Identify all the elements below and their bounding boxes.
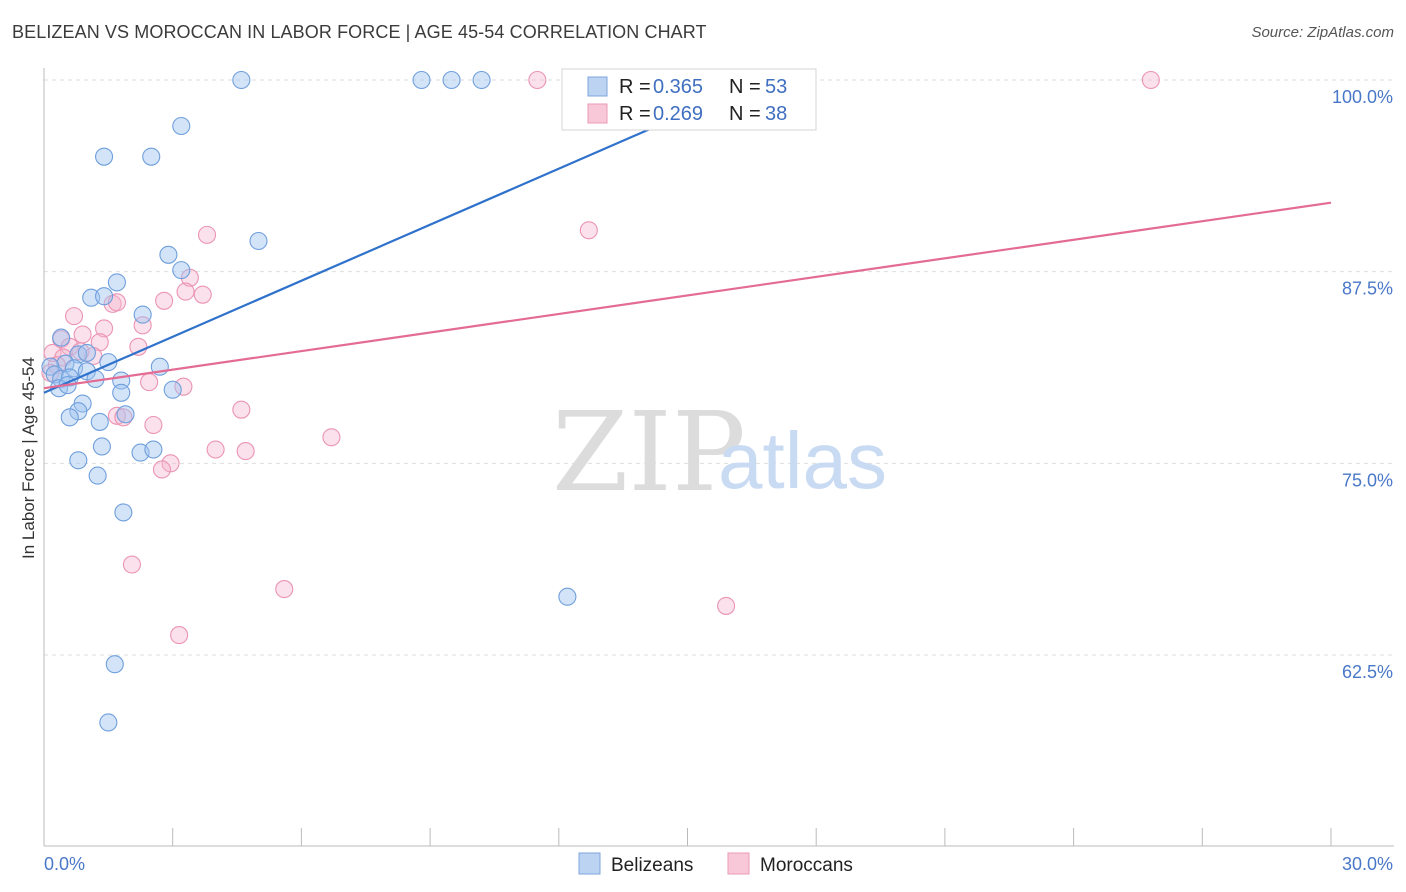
moroccan-point-31 <box>206 440 225 459</box>
belizean-point-0 <box>232 70 251 90</box>
moroccan-point-6 <box>193 285 212 304</box>
chart-title: BELIZEAN VS MOROCCAN IN LABOR FORCE | AG… <box>12 22 707 42</box>
moroccan-point-37 <box>717 596 736 615</box>
belizean-point-6 <box>142 147 161 166</box>
watermark-atlas: atlas <box>718 416 887 505</box>
bottom-legend-belizeans: Belizeans <box>611 855 693 876</box>
moroccan-point-29 <box>144 415 163 435</box>
belizean-point-39 <box>144 440 163 459</box>
moroccan-point-10 <box>64 307 84 326</box>
trend-line-belizeans <box>43 100 714 394</box>
moroccan-point-12 <box>95 319 114 338</box>
legend-box: R = 0.365 N = 53 R = 0.269 N = 38 <box>561 68 817 131</box>
belizean-point-13 <box>133 305 152 324</box>
moroccan-point-34 <box>152 460 172 479</box>
y-tick-label-0: 100.0% <box>1332 87 1393 107</box>
axes <box>43 68 1394 847</box>
belizean-point-45 <box>99 713 118 732</box>
series-moroccans <box>41 70 1160 645</box>
watermark-zip: ZIP <box>552 388 746 516</box>
x-tick-label-0: 0.0% <box>44 854 85 874</box>
belizean-point-35 <box>90 412 109 431</box>
belizean-point-4 <box>172 116 191 136</box>
belizean-point-9 <box>172 261 191 280</box>
source-label: Source: ZipAtlas.com <box>1251 24 1394 41</box>
bottom-legend-swatch-belizeans <box>578 852 601 875</box>
bottom-legend-moroccans: Moroccans <box>760 855 853 876</box>
belizean-point-44 <box>105 655 124 674</box>
belizean-point-42 <box>114 503 133 522</box>
moroccan-point-26 <box>232 400 251 419</box>
grid <box>44 79 1394 656</box>
x-tick-label-1: 30.0% <box>1342 854 1393 874</box>
y-tick-labels: 100.0% 87.5% 75.0% 62.5% <box>1332 87 1393 682</box>
moroccan-point-32 <box>236 442 255 461</box>
trend-line-moroccans <box>43 201 1332 390</box>
legend-n-label-belizeans: N = <box>729 76 761 98</box>
belizean-point-12 <box>95 287 114 306</box>
belizean-point-7 <box>249 231 268 251</box>
belizean-point-41 <box>88 466 107 485</box>
belizean-point-14 <box>52 328 71 347</box>
x-tick-labels: 0.0% 30.0% <box>44 854 1393 874</box>
moroccan-point-1 <box>1141 70 1160 90</box>
moroccan-point-24 <box>140 373 159 392</box>
moroccan-point-36 <box>275 580 294 599</box>
belizean-point-8 <box>159 245 178 264</box>
legend-r-label-belizeans: R = <box>619 76 651 98</box>
belizean-point-43 <box>558 587 577 606</box>
moroccan-point-9 <box>155 291 174 310</box>
legend-r-label-moroccans: R = <box>619 103 651 125</box>
legend-r-value-belizeans: 0.365 <box>653 76 703 98</box>
y-tick-label-3: 62.5% <box>1342 662 1393 682</box>
moroccan-point-28 <box>114 408 133 427</box>
belizean-point-1 <box>412 70 431 90</box>
belizean-point-37 <box>92 437 111 456</box>
belizean-point-5 <box>95 147 114 166</box>
watermark: ZIP atlas <box>552 388 887 516</box>
y-tick-label-2: 75.0% <box>1342 470 1393 490</box>
legend-swatch-belizeans <box>587 76 608 97</box>
moroccan-point-3 <box>579 221 598 240</box>
belizean-point-16 <box>77 343 96 362</box>
belizean-point-36 <box>116 405 135 424</box>
y-axis-label: In Labor Force | Age 45-54 <box>19 357 38 559</box>
moroccan-point-0 <box>528 70 547 90</box>
belizean-point-10 <box>107 273 126 292</box>
moroccan-point-13 <box>73 325 92 344</box>
belizean-point-23 <box>45 365 64 384</box>
belizean-point-2 <box>442 70 461 90</box>
legend-r-value-moroccans: 0.269 <box>653 103 703 125</box>
legend-n-value-moroccans: 38 <box>765 103 787 125</box>
legend-swatch-moroccans <box>587 103 608 124</box>
trend-lines <box>43 100 1332 394</box>
moroccan-point-2 <box>197 225 217 244</box>
moroccan-point-35 <box>122 555 141 574</box>
belizean-point-31 <box>112 383 131 402</box>
moroccan-point-25 <box>174 377 193 396</box>
belizean-point-40 <box>69 451 88 470</box>
bottom-legend-swatch-moroccans <box>727 852 750 875</box>
moroccan-point-30 <box>322 428 341 447</box>
y-tick-label-1: 87.5% <box>1342 279 1393 299</box>
legend-n-value-belizeans: 53 <box>765 76 787 98</box>
belizean-point-3 <box>472 70 491 90</box>
series-belizeans <box>41 70 577 732</box>
moroccan-point-5 <box>176 282 195 301</box>
moroccan-point-38 <box>170 626 189 645</box>
belizean-point-30 <box>163 380 182 399</box>
bottom-legend: Belizeans Moroccans <box>578 852 853 876</box>
belizean-point-34 <box>60 408 79 427</box>
legend-n-label-moroccans: N = <box>729 103 761 125</box>
moroccan-point-11 <box>133 316 152 335</box>
